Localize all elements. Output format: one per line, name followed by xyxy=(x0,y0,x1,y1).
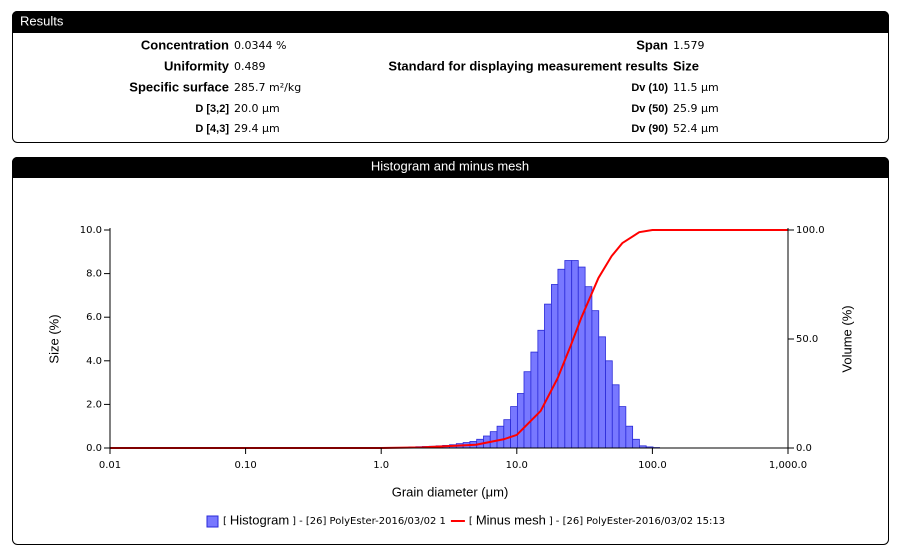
histogram-bar xyxy=(618,406,627,449)
result-value: 25.9 µm xyxy=(673,102,719,115)
y-axis-title: Size (%) xyxy=(46,314,61,363)
legend-text: [ xyxy=(223,516,227,527)
x-tick-label: 0.10 xyxy=(234,460,256,471)
histogram-bar xyxy=(605,360,613,449)
y2-tick-label: 100.0 xyxy=(796,225,825,236)
result-label: Dv (90) xyxy=(631,123,668,135)
result-value: 20.0 µm xyxy=(234,102,280,115)
result-label: Uniformity xyxy=(164,58,230,73)
y2-axis-title: Volume (%) xyxy=(839,305,854,372)
result-value: 0.0344 % xyxy=(234,39,286,52)
histogram-bar xyxy=(571,260,579,449)
result-value: 29.4 µm xyxy=(234,122,280,135)
histogram-bar xyxy=(551,284,559,449)
result-value: 11.5 µm xyxy=(673,81,719,94)
histogram-bar xyxy=(516,393,525,449)
histogram-bar xyxy=(632,438,640,449)
legend-text: - [26] PolyEster-2016/03/02 15:13 xyxy=(556,516,725,527)
histogram-bar xyxy=(557,268,566,449)
y-tick-label: 6.0 xyxy=(86,312,102,323)
legend-text: ] xyxy=(549,516,553,527)
legend-swatch xyxy=(206,515,219,528)
histogram-bar xyxy=(625,425,634,449)
result-label: D [3,2] xyxy=(195,103,229,115)
minus-mesh-line xyxy=(110,229,788,449)
chart-title: Histogram and minus mesh xyxy=(371,158,529,173)
histogram-bar xyxy=(537,329,545,449)
legend-text: ] xyxy=(292,516,296,527)
y-tick-label: 0.0 xyxy=(86,443,102,454)
result-label: Span xyxy=(636,37,668,52)
result-label: Concentration xyxy=(141,37,229,52)
y-tick-label: 4.0 xyxy=(86,356,102,367)
x-tick-label: 10.0 xyxy=(506,460,528,471)
histogram-bar xyxy=(611,384,620,449)
y-tick-label: 2.0 xyxy=(86,399,102,410)
result-label: Standard for displaying measurement resu… xyxy=(388,58,668,73)
x-tick-label: 0.01 xyxy=(99,460,121,471)
legend-text: Minus mesh xyxy=(476,512,546,527)
result-value: 285.7 m²/kg xyxy=(234,81,301,94)
y2-tick-label: 0.0 xyxy=(796,443,812,454)
histogram-bar xyxy=(577,266,586,449)
result-label: Dv (50) xyxy=(631,103,668,115)
y-tick-label: 10.0 xyxy=(80,225,102,236)
legend-text: Histogram xyxy=(230,512,289,527)
histogram-bar xyxy=(584,286,593,449)
result-label: D [4,3] xyxy=(195,123,229,135)
x-tick-label: 1,000.0 xyxy=(769,460,807,471)
x-tick-label: 1.0 xyxy=(373,460,389,471)
results-header xyxy=(12,11,889,33)
histogram-bar xyxy=(496,425,505,449)
result-value: 0.489 xyxy=(234,60,266,73)
legend-text: - [26] PolyEster-2016/03/02 1 xyxy=(299,516,446,527)
result-label: Dv (10) xyxy=(631,82,668,94)
result-label: Specific surface xyxy=(129,79,229,94)
y2-tick-label: 50.0 xyxy=(796,334,818,345)
results-title: Results xyxy=(20,13,64,28)
histogram-bar xyxy=(503,419,511,449)
chart-header xyxy=(12,157,889,178)
histogram-bar xyxy=(530,351,539,449)
histogram-bar xyxy=(523,371,532,449)
legend-text: [ xyxy=(469,516,473,527)
histogram-bar xyxy=(591,310,600,449)
histogram-bar xyxy=(544,303,552,449)
histogram-bar xyxy=(510,406,518,449)
x-axis-title: Grain diameter (μm) xyxy=(392,484,509,499)
result-value: 1.579 xyxy=(673,39,705,52)
result-value: Size xyxy=(673,58,699,73)
y-tick-label: 8.0 xyxy=(86,269,102,280)
result-value: 52.4 µm xyxy=(673,122,719,135)
histogram-bar xyxy=(598,336,606,449)
x-tick-label: 100.0 xyxy=(638,460,667,471)
